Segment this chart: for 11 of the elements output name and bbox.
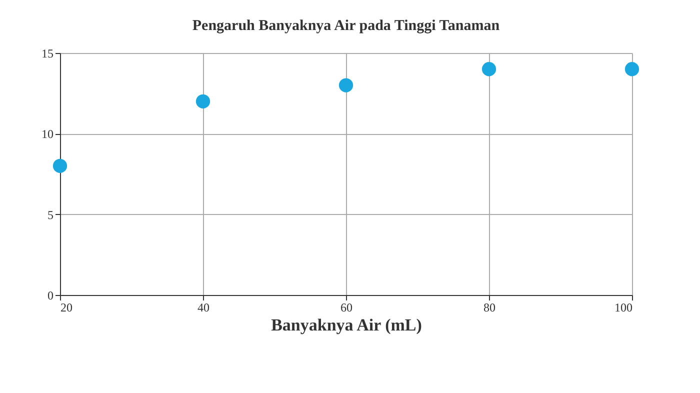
x-tick-label: 40	[198, 300, 210, 314]
chart-title: Pengaruh Banyaknya Air pada Tinggi Tanaman	[192, 18, 500, 34]
x-tick-label: 100	[614, 300, 632, 314]
x-tick-label: 80	[484, 300, 496, 314]
y-tick-label: 5	[48, 208, 54, 222]
y-tick-label: 10	[42, 127, 54, 142]
x-tick-label: 20	[60, 300, 72, 314]
y-tick-label: 15	[42, 46, 54, 60]
y-tick-label: 0	[48, 288, 54, 302]
x-tick-label: 60	[340, 300, 352, 314]
x-axis-title: Banyaknya Air (mL)	[271, 316, 422, 334]
